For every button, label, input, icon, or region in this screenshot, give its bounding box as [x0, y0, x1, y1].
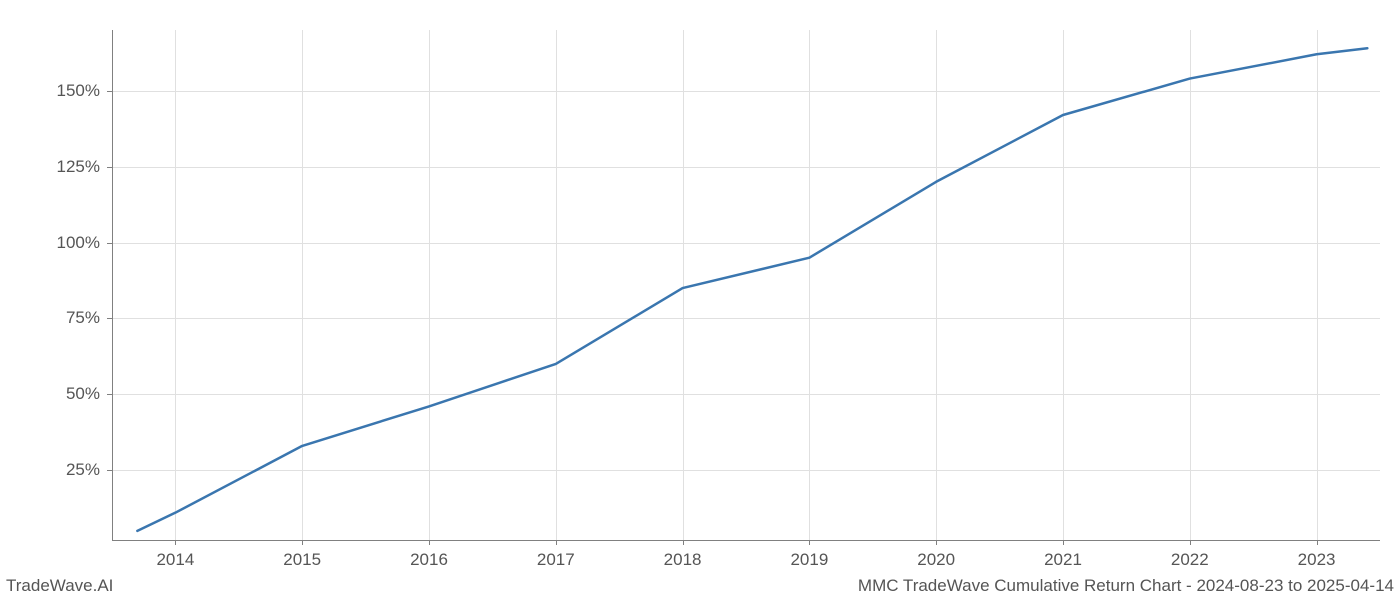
line-layer [0, 0, 1400, 600]
series-cumulative-return [137, 48, 1367, 531]
chart-container: TradeWave.AI MMC TradeWave Cumulative Re… [0, 0, 1400, 600]
